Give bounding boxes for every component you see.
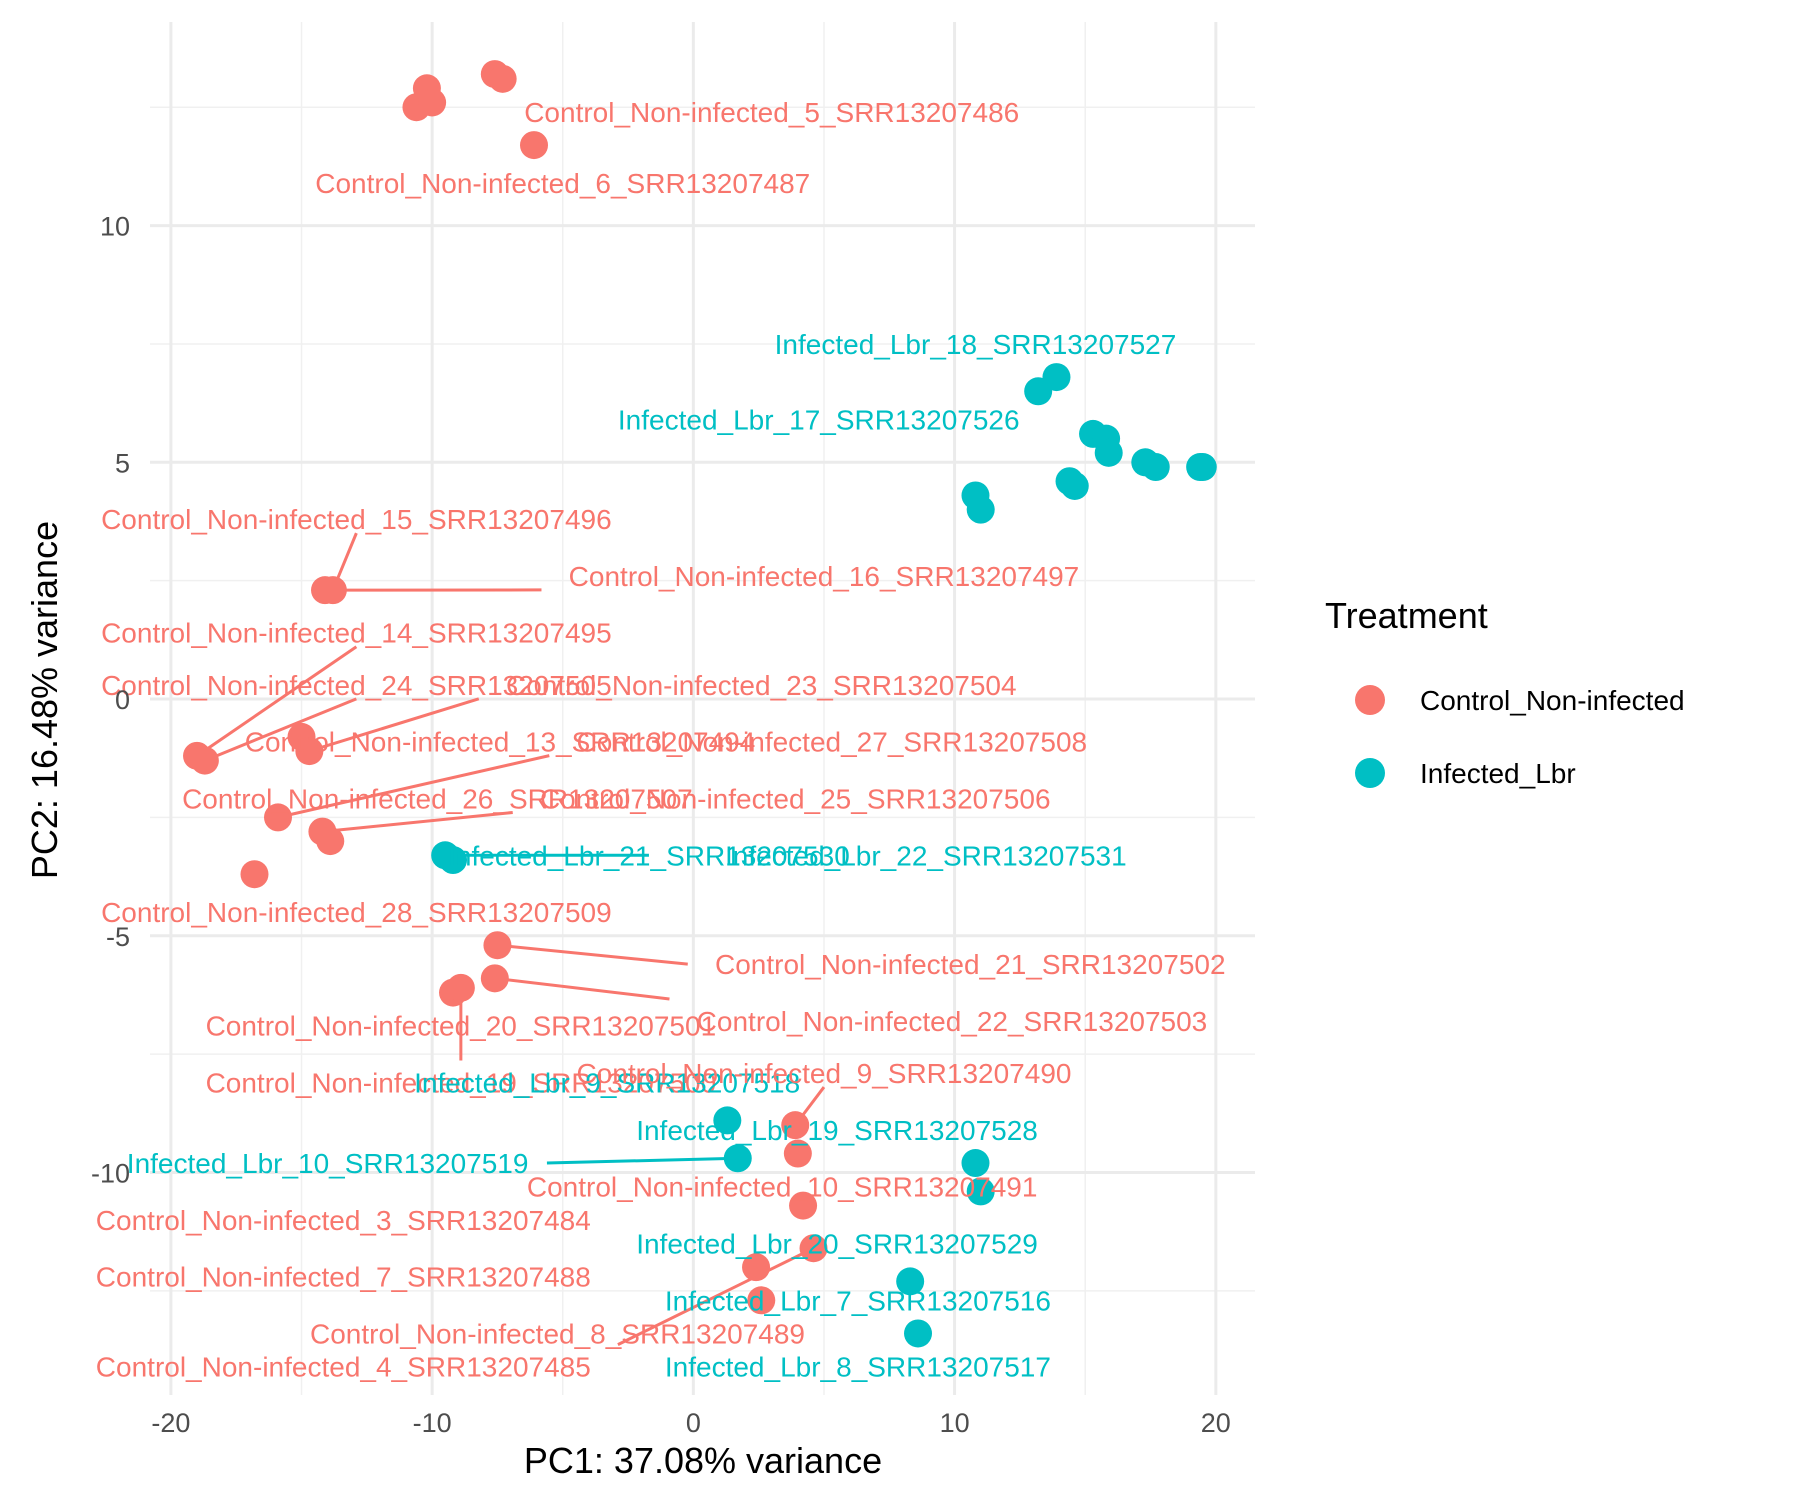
point-label: Control_Non-infected_6_SRR13207487 <box>315 168 810 199</box>
data-point <box>789 1191 818 1220</box>
data-point <box>480 964 509 993</box>
point-label: Control_Non-infected_24_SRR13207505 <box>101 670 612 701</box>
data-point <box>446 973 475 1002</box>
data-point <box>520 131 549 160</box>
x-axis-ticks: -20 -10 0 10 20 <box>151 1408 1230 1438</box>
y-tick-label: -5 <box>106 922 130 952</box>
point-label: Infected_Lbr_8_SRR13207517 <box>665 1352 1051 1383</box>
point-label: Infected_Lbr_20_SRR13207529 <box>636 1228 1038 1259</box>
legend-title: Treatment <box>1325 595 1488 636</box>
point-labels: Control_Non-infected_5_SRR13207486 Contro… <box>96 97 1226 1383</box>
label-connector <box>204 697 357 762</box>
data-point <box>896 1267 925 1296</box>
x-tick-label: -10 <box>413 1408 452 1438</box>
legend-label: Infected_Lbr <box>1420 758 1576 789</box>
data-point <box>966 1177 995 1206</box>
label-connector <box>617 1246 815 1346</box>
data-point <box>904 1319 933 1348</box>
data-point <box>961 1149 990 1178</box>
point-label: Infected_Lbr_22_SRR13207531 <box>725 840 1127 871</box>
point-label: Infected_Lbr_18_SRR13207527 <box>775 329 1177 360</box>
point-label: Control_Non-infected_20_SRR13207501 <box>206 1011 717 1042</box>
point-label: Control_Non-infected_22_SRR13207503 <box>697 1006 1208 1037</box>
y-tick-label: -10 <box>91 1158 130 1188</box>
data-point <box>713 1106 742 1135</box>
data-point <box>1042 363 1071 392</box>
data-point <box>1188 453 1217 482</box>
data-points <box>183 60 1217 1348</box>
label-connector <box>322 810 513 834</box>
point-label: Control_Non-infected_5_SRR13207486 <box>524 97 1019 128</box>
label-connector <box>494 976 670 1001</box>
point-label: Control_Non-infected_14_SRR13207495 <box>101 618 612 649</box>
point-label: Control_Non-infected_8_SRR13207489 <box>310 1318 805 1349</box>
point-label: Control_Non-infected_10_SRR13207491 <box>527 1172 1038 1203</box>
point-label: Control_Non-infected_4_SRR13207485 <box>96 1352 591 1383</box>
label-connector-lines <box>196 532 826 1346</box>
point-label: Control_Non-infected_26_SRR13207507 <box>182 783 693 814</box>
data-point <box>190 746 219 775</box>
x-tick-label: 0 <box>686 1408 701 1438</box>
legend-label: Control_Non-infected <box>1420 685 1685 716</box>
legend: Treatment Control_Non-infected Infected_L… <box>1325 595 1685 789</box>
point-label: Infected_Lbr_9_SRR13207518 <box>414 1068 800 1099</box>
point-label: Infected_Lbr_19_SRR13207528 <box>636 1115 1038 1146</box>
point-label: Control_Non-infected_15_SRR13207496 <box>101 504 612 535</box>
point-label: Control_Non-infected_13_SRR13207494 <box>245 727 756 758</box>
data-point <box>747 1286 776 1315</box>
data-point <box>1060 471 1089 500</box>
grid-lines <box>150 22 1255 1395</box>
data-point <box>723 1144 752 1173</box>
data-point <box>439 846 468 875</box>
data-point <box>264 803 293 832</box>
label-connector <box>196 645 358 758</box>
point-label: Control_Non-infected_16_SRR13207497 <box>569 561 1080 592</box>
point-label: Infected_Lbr_17_SRR13207526 <box>618 405 1020 436</box>
point-label: Infected_Lbr_21_SRR13207530 <box>448 840 850 871</box>
data-point <box>1094 438 1123 467</box>
point-label: Control_Non-infected_25_SRR13207506 <box>540 783 1051 814</box>
x-axis-title: PC1: 37.08% variance <box>524 1440 882 1481</box>
point-label: Control_Non-infected_23_SRR13207504 <box>506 670 1017 701</box>
data-point <box>966 495 995 524</box>
data-point <box>240 860 269 889</box>
y-tick-label: 10 <box>100 212 130 242</box>
legend-key <box>1355 685 1385 715</box>
label-connector <box>546 1156 738 1165</box>
label-connector <box>497 943 688 966</box>
data-point <box>488 64 517 93</box>
data-point <box>418 88 447 117</box>
data-point <box>799 1234 828 1263</box>
point-label: Control_Non-infected_3_SRR13207484 <box>96 1205 591 1236</box>
data-point <box>318 576 347 605</box>
point-label: Control_Non-infected_28_SRR13207509 <box>101 897 612 928</box>
point-label: Infected_Lbr_10_SRR13207519 <box>127 1148 529 1179</box>
y-tick-label: 0 <box>115 685 130 715</box>
y-tick-label: 5 <box>115 448 130 478</box>
x-tick-label: -20 <box>151 1408 190 1438</box>
y-axis-title: PC2: 16.48% variance <box>24 521 65 879</box>
data-point <box>783 1139 812 1168</box>
data-point <box>483 931 512 960</box>
point-label: Control_Non-infected_21_SRR13207502 <box>715 949 1226 980</box>
point-label: Control_Non-infected_27_SRR13207508 <box>577 727 1088 758</box>
point-label: Control_Non-infected_9_SRR13207490 <box>576 1058 1071 1089</box>
legend-key <box>1355 758 1385 788</box>
data-point <box>1141 453 1170 482</box>
data-point <box>295 737 324 766</box>
point-label: Control_Non-infected_19_SRR13207500 <box>206 1068 717 1099</box>
label-connector <box>277 754 550 819</box>
y-axis-ticks: -10 -5 0 5 10 <box>91 212 130 1189</box>
data-point <box>316 827 345 856</box>
point-label: Control_Non-infected_7_SRR13207488 <box>96 1262 591 1293</box>
x-tick-label: 10 <box>940 1408 970 1438</box>
data-point <box>781 1111 810 1140</box>
data-point <box>742 1253 771 1282</box>
point-label: Infected_Lbr_7_SRR13207516 <box>665 1285 1051 1316</box>
label-connector <box>308 697 480 753</box>
x-tick-label: 20 <box>1201 1408 1231 1438</box>
